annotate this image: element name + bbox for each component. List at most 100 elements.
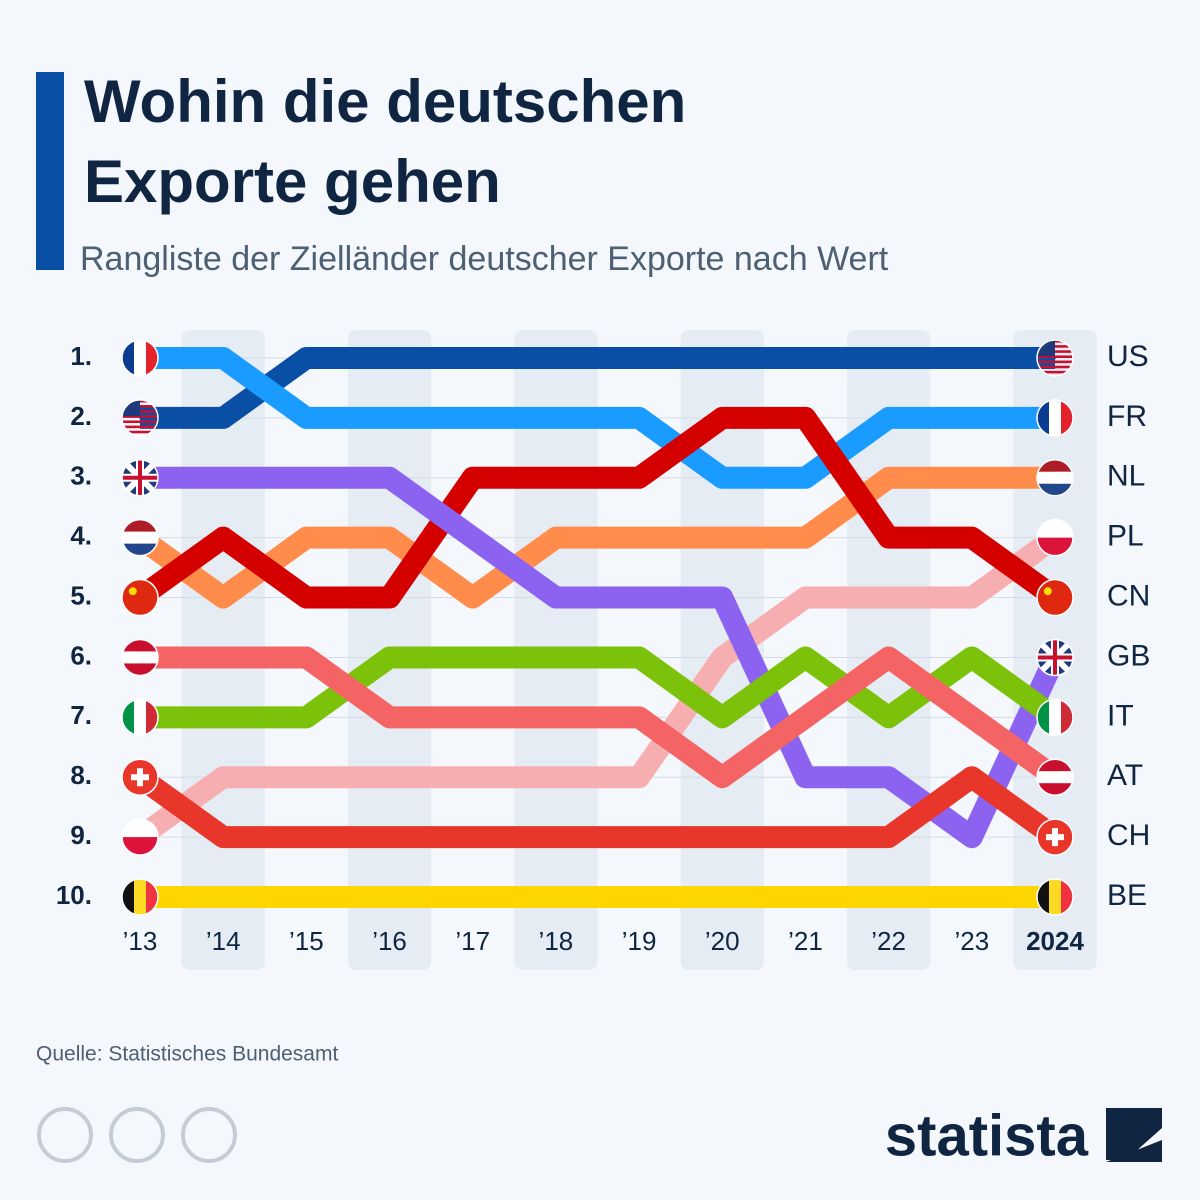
flag-part (122, 415, 158, 418)
y-tick-label: 7. (70, 700, 92, 730)
flag-part (122, 651, 158, 664)
rank-point (721, 716, 724, 719)
flag-part (1046, 828, 1064, 847)
flag-part (122, 459, 158, 496)
rank-point (970, 357, 973, 359)
rank-point (887, 776, 890, 779)
rank-point (804, 896, 807, 898)
rank-point (887, 716, 890, 719)
flag (1036, 698, 1074, 737)
rank-point (638, 776, 641, 779)
rank-point (554, 416, 557, 419)
flag-part (1037, 355, 1073, 358)
rank-point (804, 536, 807, 539)
rank-point (638, 716, 641, 719)
rank-point (305, 476, 308, 479)
y-tick-label: 1. (70, 341, 92, 371)
rank-point (554, 716, 557, 719)
flag-border (121, 518, 159, 557)
rank-point (305, 357, 308, 359)
flag (1036, 758, 1074, 796)
series-label: AT (1107, 759, 1143, 792)
flag-body (122, 459, 158, 496)
flag-body (122, 819, 158, 856)
rank-point (305, 716, 308, 719)
y-tick-label: 3. (70, 461, 92, 491)
flag-part (131, 768, 149, 787)
rank-point (554, 596, 557, 599)
y-tick-label: 4. (70, 521, 92, 551)
series-label: PL (1107, 520, 1144, 553)
flag (121, 339, 159, 377)
rank-line (133, 466, 1055, 609)
rank-point (222, 416, 225, 419)
rank-point (222, 357, 225, 359)
rank-point (222, 596, 225, 599)
source: Quelle: Statistisches Bundesamt (36, 1043, 338, 1066)
rank-point (471, 776, 474, 779)
rank-point (804, 416, 807, 419)
series-label: CH (1107, 819, 1150, 852)
flag (121, 578, 159, 617)
rank-point (554, 776, 557, 779)
flag (1036, 818, 1074, 856)
flag-border (121, 638, 159, 677)
flag-part (1037, 579, 1073, 616)
flag (1036, 578, 1074, 617)
rank-point (804, 476, 807, 479)
rank-point (471, 896, 474, 898)
flag-part (1049, 699, 1061, 736)
x-tick-label: ’22 (871, 926, 906, 956)
rank-point (638, 896, 641, 898)
x-tick-label: ’20 (705, 926, 740, 956)
series-label: FR (1107, 400, 1147, 433)
flag-part (122, 430, 158, 434)
flag (121, 698, 159, 737)
flag-border (1036, 638, 1074, 677)
flag-part (122, 425, 158, 429)
x-tick-label: ’18 (539, 926, 574, 956)
rank-point (388, 476, 391, 479)
flag-body (1037, 819, 1073, 856)
flag (1036, 518, 1074, 557)
rank-point (804, 357, 807, 359)
flag-body (1037, 519, 1073, 556)
flag-part (1037, 365, 1073, 369)
rank-point (887, 896, 890, 898)
rank-point (222, 896, 225, 898)
flag-part (1037, 471, 1073, 484)
flag-border (121, 818, 159, 856)
flag-border (121, 878, 159, 916)
rank-line (140, 646, 1062, 729)
flag-part (1037, 537, 1073, 556)
rank-point (305, 836, 308, 839)
rank-point (222, 536, 225, 539)
flag-border (121, 578, 159, 617)
flag-part (122, 420, 158, 424)
rank-point (471, 656, 474, 659)
flag-border (1036, 818, 1074, 856)
flag-border (1036, 399, 1074, 437)
flag (1036, 878, 1074, 916)
rank-point (638, 476, 641, 479)
flag-part (1049, 399, 1061, 436)
rank-point (721, 536, 724, 539)
flag (121, 878, 159, 916)
rank-line (140, 646, 1062, 789)
rank-point (970, 716, 973, 719)
y-tick-label: 2. (70, 401, 92, 431)
flag-border (1036, 698, 1074, 737)
rank-point (970, 656, 973, 659)
rank-point (970, 416, 973, 419)
series-label: NL (1107, 460, 1145, 493)
rank-point (388, 536, 391, 539)
flag-border (121, 459, 159, 497)
rank-point (388, 656, 391, 659)
rank-point (970, 536, 973, 539)
x-tick-label: ’21 (788, 926, 823, 956)
flag (121, 518, 159, 557)
rank-point (638, 357, 641, 359)
flag (1036, 339, 1074, 377)
rank-point (804, 716, 807, 719)
